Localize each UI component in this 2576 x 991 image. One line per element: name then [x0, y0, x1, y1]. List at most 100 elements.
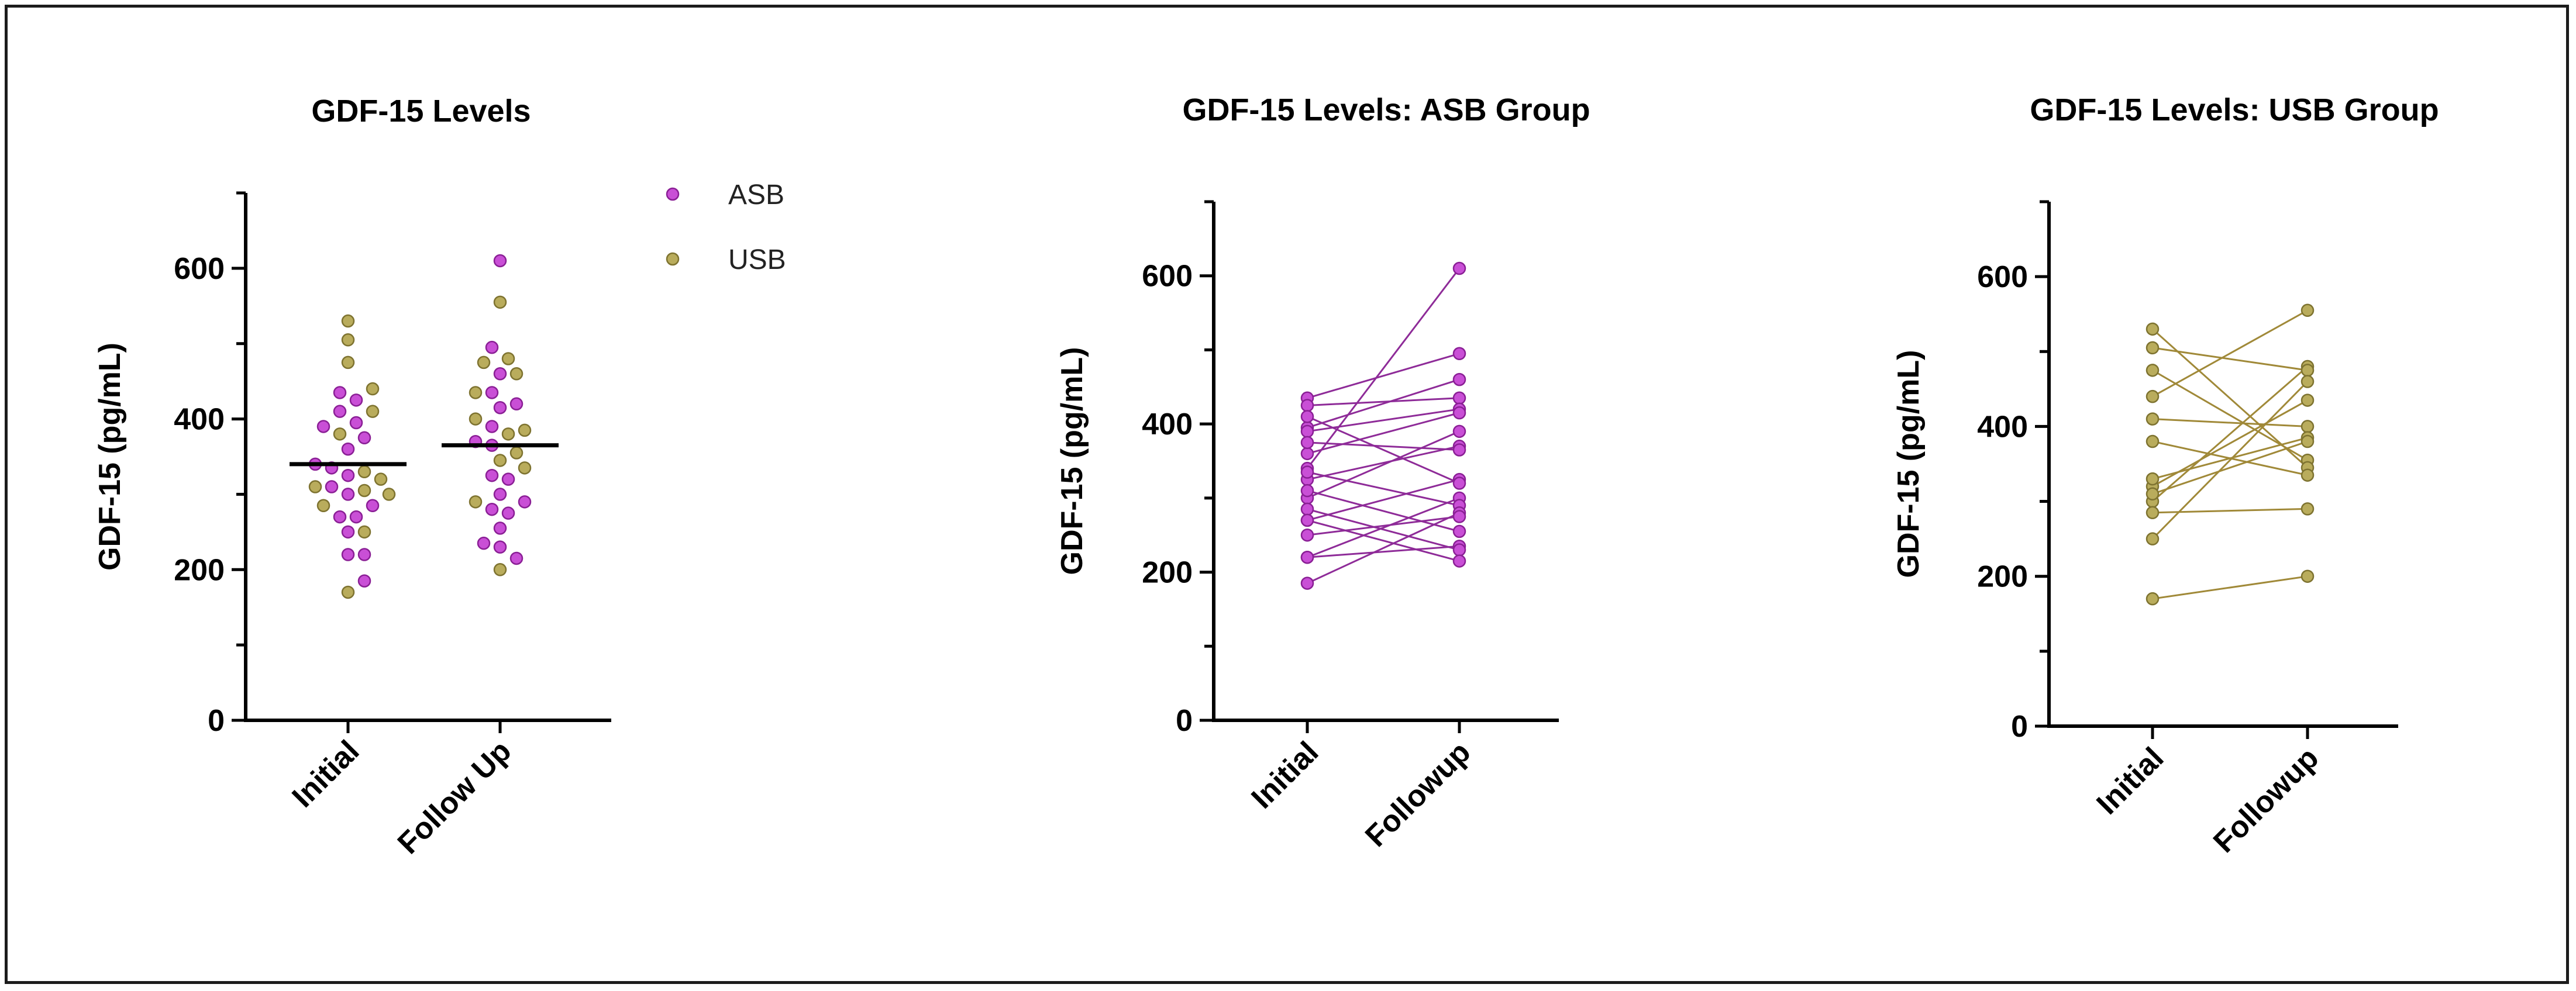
paired-line [2152, 507, 2308, 514]
paired-line [1307, 489, 1460, 533]
followup-point [1452, 524, 1466, 538]
usb-point [469, 386, 483, 399]
legend-usb-marker [666, 252, 680, 266]
x-category-label: Followup [2207, 741, 2325, 859]
usb-point [357, 465, 371, 479]
initial-point [2145, 322, 2160, 336]
asb-point [509, 397, 524, 411]
initial-point [2145, 487, 2160, 501]
asb-point [341, 525, 355, 539]
initial-point [1300, 436, 1314, 450]
usb-point [493, 295, 507, 309]
legend: ASB USB [666, 179, 786, 275]
followup-point [2301, 420, 2315, 433]
asb-point [357, 431, 371, 445]
initial-point [1300, 528, 1314, 542]
usb-point [469, 495, 483, 509]
paired-line [2151, 381, 2309, 540]
paired-line [1307, 353, 1460, 399]
asb-point [518, 495, 532, 509]
usb-point [341, 585, 355, 599]
x-category-label: Initial [2090, 741, 2170, 821]
paired-line [1307, 471, 1460, 506]
paired-line [1307, 430, 1460, 499]
x-category-label: Initial [285, 734, 366, 814]
asb-point [333, 405, 347, 418]
paired-line [2152, 440, 2308, 495]
paired-line [2152, 575, 2308, 600]
initial-point [2145, 389, 2160, 403]
y-tick-label: 200 [1977, 560, 2028, 594]
paired-line [1307, 416, 1460, 484]
usb-point [316, 499, 330, 513]
usb-point [509, 367, 524, 381]
usb-point [477, 355, 491, 370]
chart-title: GDF-15 Levels: ASB Group [1182, 92, 1590, 127]
initial-point [1300, 399, 1314, 412]
asb-point [493, 254, 507, 268]
asb-point [485, 340, 499, 354]
followup-point [1452, 391, 1466, 405]
initial-point [1300, 576, 1314, 590]
paired-line [1306, 268, 1461, 469]
paired-line [2152, 440, 2308, 476]
initial-point [2145, 506, 2160, 520]
legend-asb-label: ASB [728, 179, 784, 210]
paired-line [2152, 309, 2308, 398]
initial-point [1300, 465, 1314, 479]
paired-line [1307, 478, 1460, 522]
asb-point [501, 506, 515, 520]
x-category-label: Followup [1359, 735, 1477, 853]
asb-point [485, 420, 499, 433]
followup-point [2301, 434, 2315, 448]
followup-point [1452, 510, 1466, 523]
y-tick-label: 400 [174, 403, 225, 437]
y-tick-label: 600 [1977, 260, 2028, 294]
followup-point [2301, 393, 2315, 407]
asb-point [341, 468, 355, 482]
asb-point [501, 472, 515, 486]
y-tick-label: 0 [208, 704, 225, 738]
initial-point [1300, 502, 1314, 516]
asb-point [333, 510, 347, 524]
y-tick-label: 600 [174, 252, 225, 286]
initial-point [2145, 341, 2160, 355]
usb-point [501, 427, 515, 441]
asb-point [493, 522, 507, 535]
y-tick-label: 0 [1176, 704, 1193, 738]
initial-point [2145, 472, 2160, 486]
paired-line [1307, 497, 1460, 558]
asb-point [357, 574, 371, 588]
usb-point [333, 427, 347, 441]
initial-point [1300, 447, 1314, 461]
paired-line [2152, 347, 2308, 371]
followup-point [2301, 364, 2315, 377]
x-category-label: Follow Up [391, 734, 518, 861]
legend-usb-label: USB [728, 244, 786, 275]
usb-point [308, 480, 322, 493]
paired-line [1307, 445, 1460, 481]
chart-asb: GDF-15 Levels: ASB Group GDF-15 (pg/mL) 0 2… [1055, 92, 1590, 854]
asb-point [493, 540, 507, 554]
initial-point [1300, 410, 1314, 423]
initial-point [2145, 592, 2160, 606]
y-tick-label: 200 [1142, 556, 1193, 590]
asb-point [477, 536, 491, 550]
followup-point [1452, 424, 1466, 438]
initial-point [2145, 532, 2160, 545]
followup-point [1452, 261, 1466, 275]
followup-point [1452, 554, 1466, 568]
usb-point [366, 405, 380, 418]
initial-point [1300, 424, 1314, 438]
followup-point [1452, 476, 1466, 490]
asb-point [341, 488, 355, 501]
paired-line [1307, 378, 1460, 429]
followup-point [1452, 443, 1466, 457]
y-tick-label: 200 [174, 553, 225, 587]
usb-point [374, 472, 388, 486]
paired-line [1307, 508, 1460, 551]
paired-line [2151, 328, 2309, 469]
followup-point [1452, 372, 1466, 386]
x-category-label: Initial [1245, 735, 1325, 815]
